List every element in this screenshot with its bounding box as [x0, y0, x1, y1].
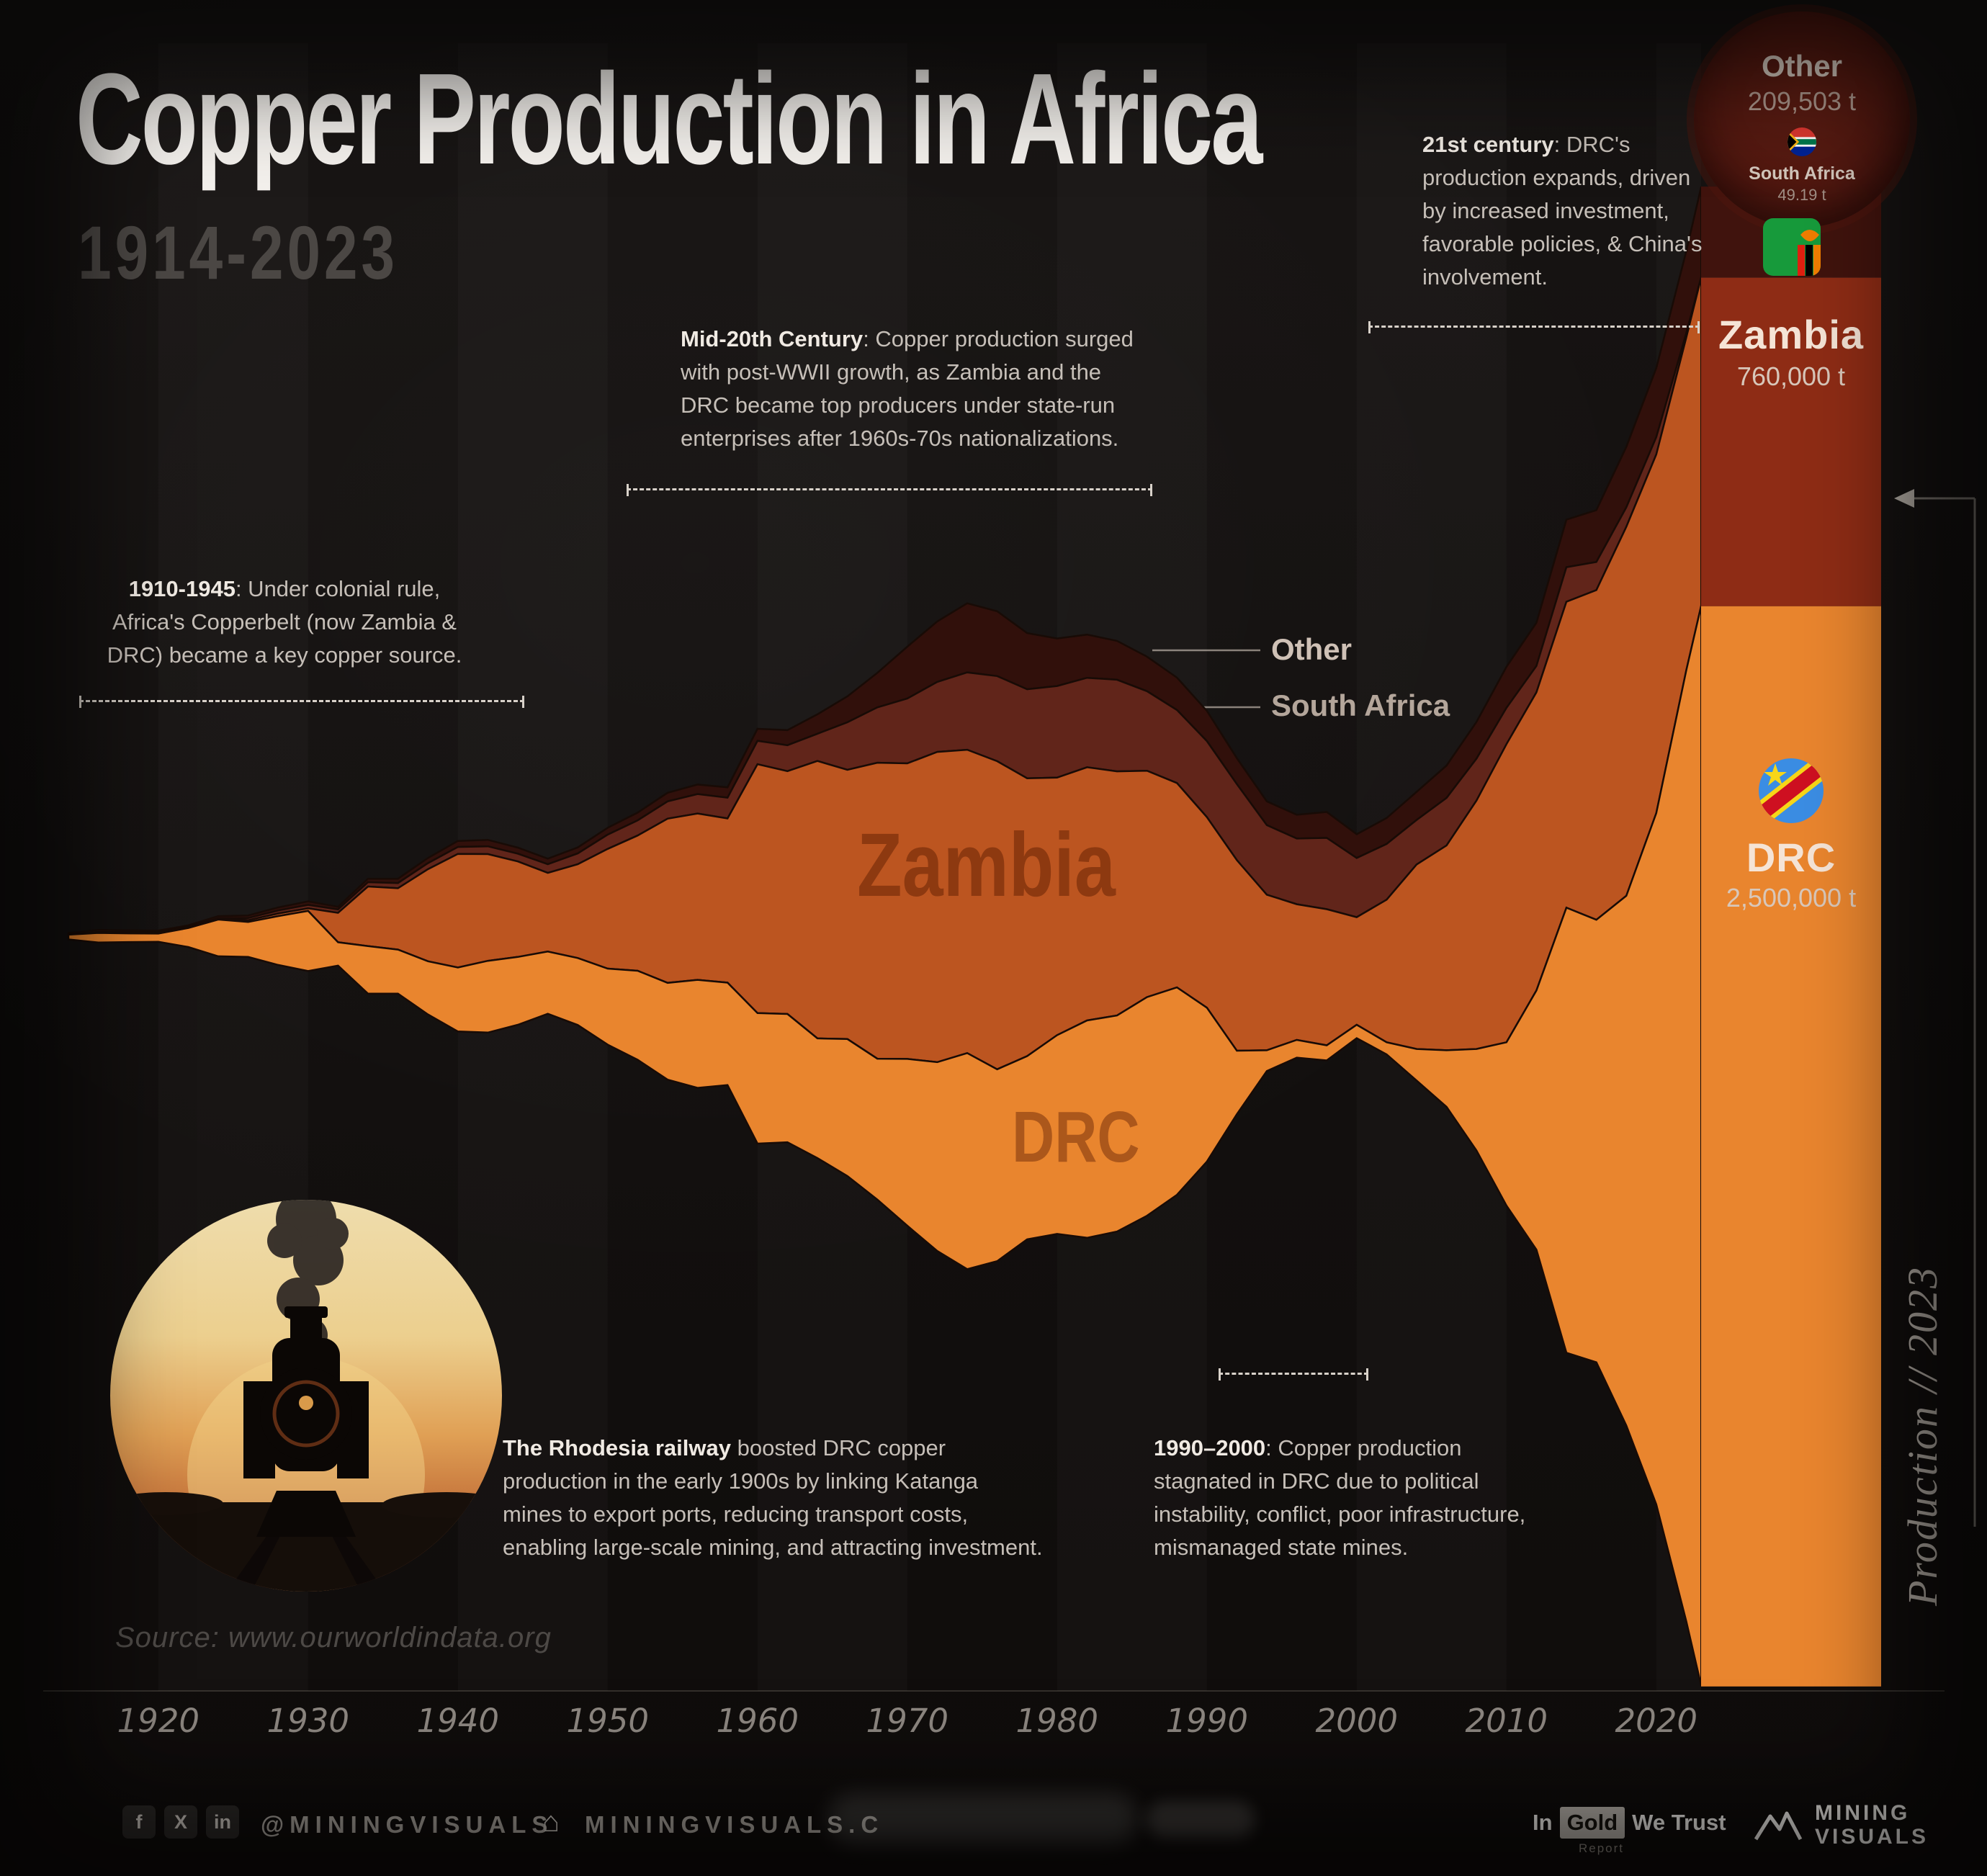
annotation-modern-lead: 21st century	[1422, 132, 1554, 157]
x-axis-tick: 1940	[417, 1702, 500, 1740]
endcap-other-label: Other	[1761, 49, 1842, 83]
page-subtitle: 1914-2023	[78, 211, 398, 295]
social-handle[interactable]: @MININGVISUALS	[261, 1811, 554, 1838]
x-axis-tick: 1970	[866, 1702, 949, 1740]
endcap-drc-label: DRC	[1746, 835, 1836, 880]
page-title: Copper Production in Africa	[76, 47, 1262, 192]
stream-label-other: Other	[1271, 632, 1353, 666]
annotation-colonial: 1910-1945: Under colonial rule, Africa's…	[101, 573, 468, 672]
mountains-icon	[1754, 1811, 1803, 1841]
drc-flag-icon	[1758, 758, 1824, 827]
home-glyph: ⌂	[542, 1805, 560, 1838]
gold-logo-report: Report	[1579, 1841, 1625, 1855]
brand-line1: MINING	[1815, 1801, 1911, 1825]
website-url[interactable]: MININGVISUALS.C	[585, 1811, 884, 1838]
endcap-drc-value: 2,500,000 t	[1726, 883, 1857, 912]
endcap-south-africa-value: 49.19 t	[1777, 186, 1826, 204]
home-icon[interactable]: ⌂	[534, 1805, 568, 1839]
stream-label-south-africa: South Africa	[1271, 688, 1450, 722]
x-axis-tick: 1950	[567, 1702, 650, 1740]
linkedin-glyph: in	[214, 1810, 231, 1833]
facebook-glyph: f	[135, 1810, 143, 1833]
annotation-stagnation: 1990–2000: Copper production stagnated i…	[1154, 1432, 1535, 1564]
zambia-flag-icon	[1762, 217, 1821, 280]
x-axis-tick: 2010	[1466, 1702, 1548, 1740]
annotation-modern-body: : DRC's production expands, driven by in…	[1422, 132, 1703, 290]
x-axis-tick: 1930	[267, 1702, 350, 1740]
endcap-zambia-label: Zambia	[1718, 312, 1865, 357]
annotation-railway: The Rhodesia railway boosted DRC copper …	[503, 1432, 1043, 1564]
annotation-mid-century-lead: Mid-20th Century	[681, 326, 864, 351]
annotation-railway-body: boosted DRC copper production in the ear…	[503, 1435, 1043, 1560]
source-credit: Source: www.ourworldindata.org	[115, 1622, 552, 1653]
annotation-colonial-dashline	[79, 696, 524, 708]
in-gold-we-trust-logo: In Gold We Trust	[1533, 1807, 1726, 1839]
annotation-modern: 21st century: DRC's production expands, …	[1422, 128, 1710, 294]
endcap-other-value: 209,503 t	[1747, 86, 1857, 116]
annotation-mid-century-dashline	[627, 484, 1152, 496]
x-axis-tick: 1920	[117, 1702, 200, 1740]
annotation-stagnation-dashline	[1219, 1368, 1368, 1381]
x-glyph: X	[174, 1810, 187, 1833]
gold-logo-in: In	[1533, 1810, 1553, 1835]
x-axis-tick: 2020	[1615, 1702, 1698, 1740]
x-axis-tick: 2000	[1316, 1702, 1399, 1740]
production-arrowhead-icon	[1894, 489, 1914, 508]
gold-logo-word: Gold	[1559, 1807, 1625, 1839]
train-illustration	[101, 1165, 511, 1659]
gold-logo-rest: We Trust	[1632, 1810, 1726, 1835]
endcap-other-circle: Other 209,503 t South Africa 49.19 t	[1694, 12, 1910, 228]
annotation-mid-century-body: : Copper production surged with post-WWI…	[681, 326, 1134, 451]
annotation-colonial-body: : Under colonial rule, Africa's Copperbe…	[107, 576, 462, 668]
annotation-stagnation-body: : Copper production stagnated in DRC due…	[1154, 1435, 1526, 1560]
annotation-railway-lead: The Rhodesia railway	[503, 1435, 731, 1460]
annotation-mid-century: Mid-20th Century: Copper production surg…	[681, 323, 1141, 455]
x-twitter-icon[interactable]: X	[164, 1805, 197, 1839]
production-2023-axis-label: Production // 2023	[1899, 1265, 1946, 1606]
facebook-icon[interactable]: f	[122, 1805, 156, 1839]
endbar-zambia	[1701, 277, 1881, 606]
endbar-south-africa	[1701, 277, 1881, 278]
annotation-colonial-lead: 1910-1945	[128, 576, 236, 601]
stream-label-drc: DRC	[1012, 1097, 1140, 1177]
endcap-south-africa-label: South Africa	[1749, 163, 1855, 184]
stream-label-zambia: Zambia	[857, 815, 1116, 915]
mining-visuals-logo: MINING VISUALS	[1751, 1801, 1929, 1849]
south-africa-flag-icon	[1787, 127, 1817, 161]
x-axis-tick: 1960	[717, 1702, 799, 1740]
x-axis-tick: 1990	[1166, 1702, 1249, 1740]
linkedin-icon[interactable]: in	[206, 1805, 239, 1839]
footer: f X in @MININGVISUALS ⌂ MININGVISUALS.C …	[0, 1797, 1987, 1855]
endcap-zambia-value: 760,000 t	[1736, 362, 1846, 391]
brand-line2: VISUALS	[1815, 1825, 1929, 1849]
annotation-stagnation-lead: 1990–2000	[1154, 1435, 1266, 1460]
annotation-modern-dashline	[1368, 321, 1700, 333]
x-axis-tick: 1980	[1016, 1702, 1099, 1740]
